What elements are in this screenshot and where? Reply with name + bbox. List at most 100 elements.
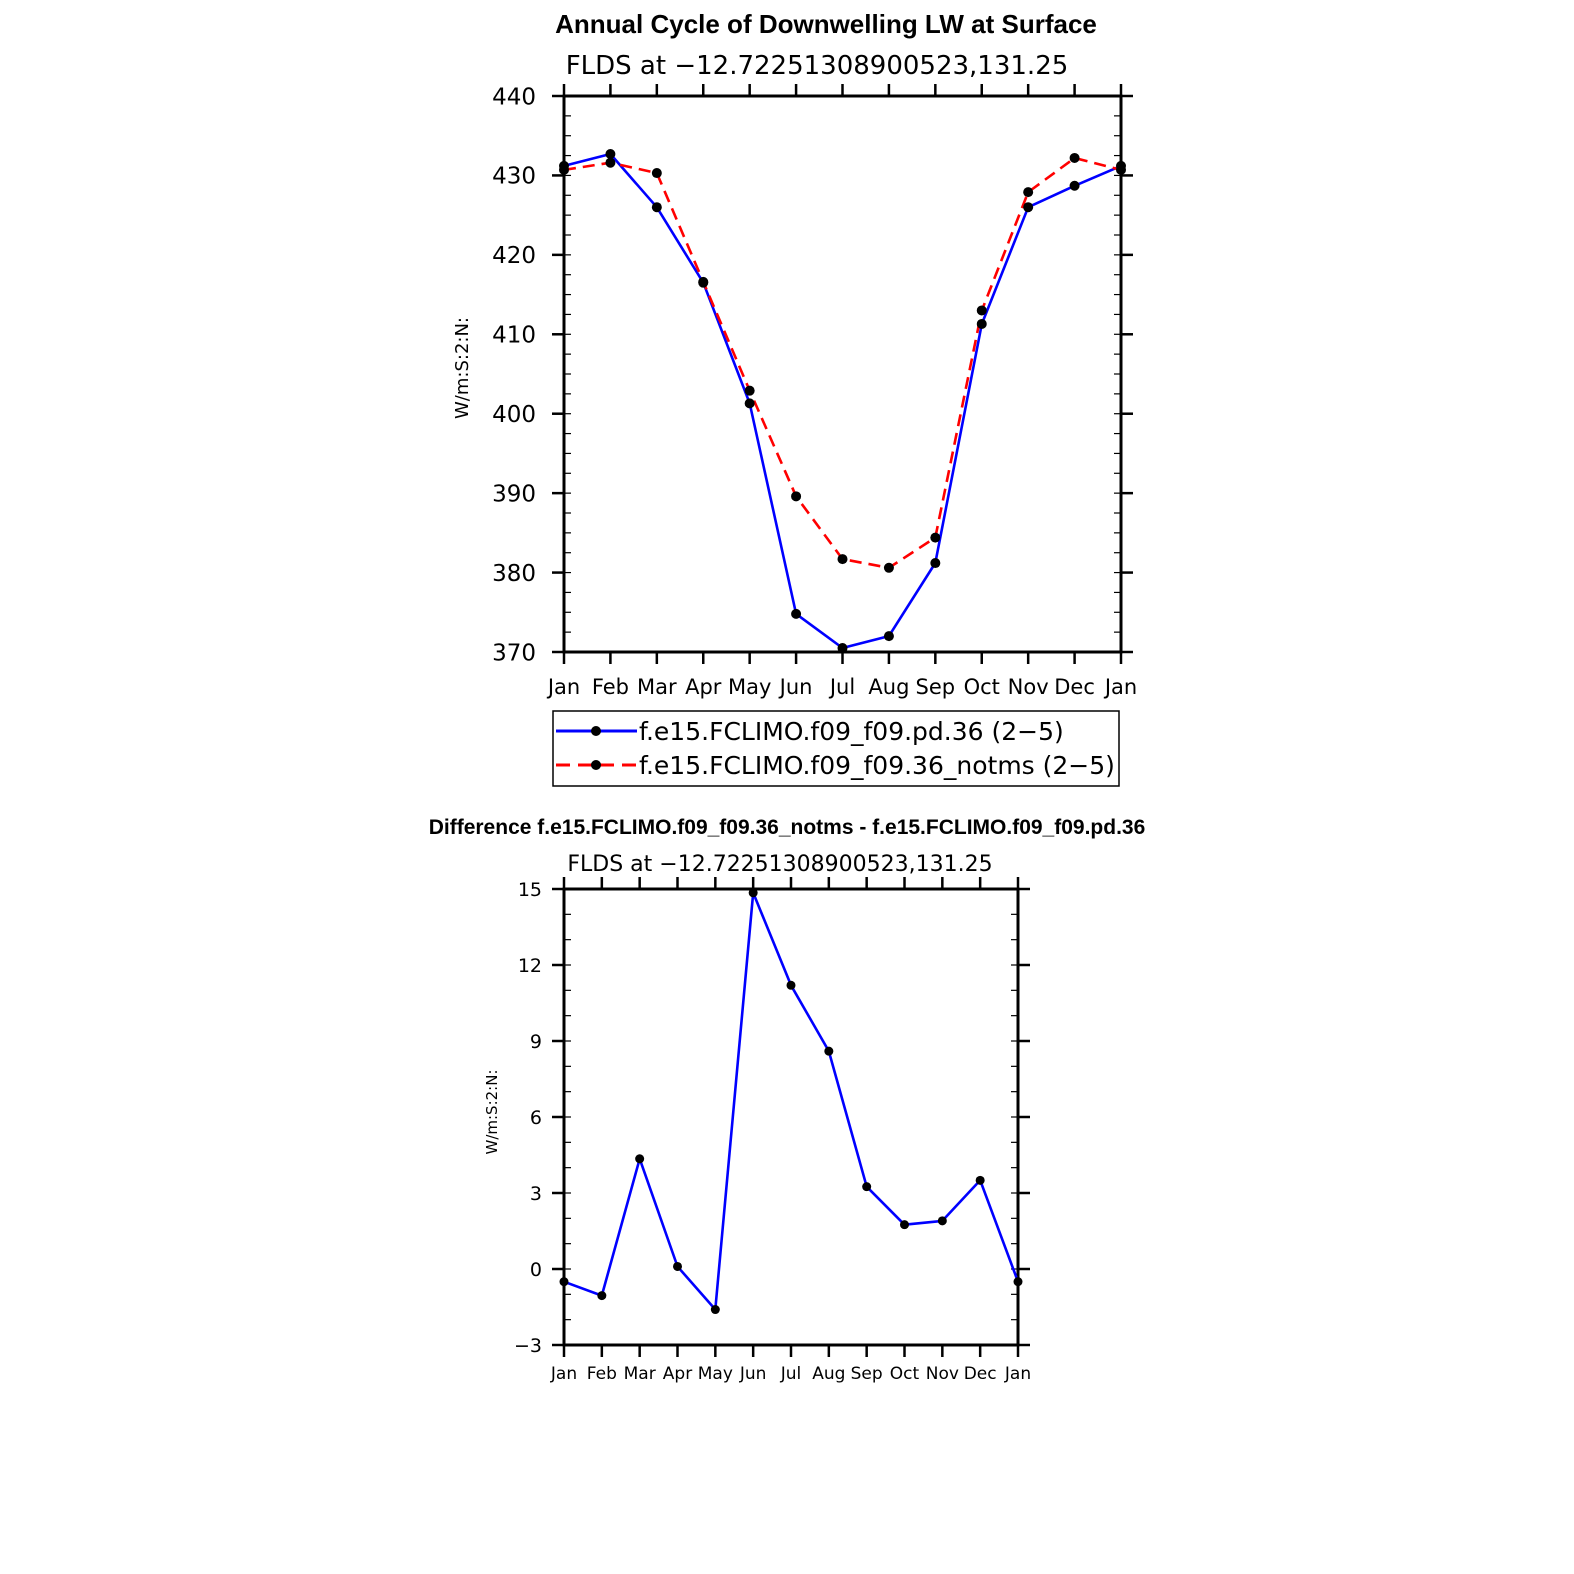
- series-1-point: [748, 888, 758, 898]
- annual-cycle-chart: Annual Cycle of Downwelling LW at Surfac…: [452, 9, 1137, 787]
- series-2-point: [1116, 164, 1126, 175]
- series-2-point: [559, 164, 569, 175]
- x-tick-label: Dec: [1054, 675, 1095, 699]
- y-tick-label: 380: [492, 561, 536, 587]
- chart1-axes: [552, 84, 1133, 664]
- x-tick-label: Sep: [851, 1364, 883, 1384]
- x-tick-label: May: [698, 1364, 733, 1384]
- series-1-point: [862, 1182, 872, 1192]
- y-tick-label: −3: [514, 1335, 542, 1357]
- x-tick-label: Jan: [1004, 1364, 1031, 1384]
- series-2-point: [883, 562, 894, 573]
- x-tick-label: Nov: [926, 1364, 959, 1384]
- series-2-point: [1069, 152, 1080, 163]
- x-tick-label: Jun: [778, 675, 813, 699]
- x-tick-label: Jan: [1103, 675, 1137, 699]
- series-2-point: [651, 168, 662, 179]
- series-2-point: [698, 276, 709, 287]
- series-2-point: [791, 491, 802, 502]
- y-tick-label: 3: [530, 1183, 542, 1205]
- y-tick-label: 6: [530, 1107, 542, 1129]
- x-tick-label: Dec: [964, 1364, 997, 1384]
- x-tick-label: Jul: [828, 675, 855, 699]
- chart2-axes: [552, 877, 1030, 1357]
- x-tick-label: May: [728, 675, 771, 699]
- series-1-point: [605, 148, 616, 159]
- series-1-point: [1013, 1277, 1023, 1287]
- x-tick-label: Nov: [1008, 675, 1049, 699]
- plot-frame: [562, 887, 1020, 1347]
- y-tick-label: 410: [492, 323, 536, 349]
- plot-frame: [562, 94, 1123, 654]
- x-tick-label: Aug: [868, 675, 909, 699]
- x-tick-label: Oct: [890, 1364, 920, 1384]
- series-1-point: [559, 1277, 569, 1287]
- y-tick-label: 15: [518, 879, 542, 901]
- series-1-point: [635, 1154, 645, 1164]
- series-1-point: [673, 1261, 682, 1271]
- y-tick-label: 12: [518, 955, 542, 977]
- x-tick-label: Jan: [550, 1364, 577, 1384]
- series-1-point: [883, 631, 894, 642]
- series-1-point: [1069, 180, 1080, 191]
- legend-marker-series-1: [591, 726, 601, 736]
- series-1-point: [1023, 202, 1034, 213]
- y-tick-label: 370: [492, 640, 536, 666]
- y-tick-label: 430: [492, 164, 536, 190]
- y-tick-label: 390: [492, 481, 536, 507]
- series-2-point: [1023, 187, 1034, 198]
- chart2-y-tick-labels: 15 12 9 6 3 0 −3: [514, 879, 542, 1357]
- chart1-y-tick-labels: 440 430 420 410 400 390 380 370: [492, 84, 536, 666]
- difference-chart: Difference f.e15.FCLIMO.f09_f09.36_notms…: [429, 816, 1146, 1384]
- series-1-point: [710, 1305, 720, 1315]
- series-2-point: [930, 532, 941, 543]
- chart1-title: Annual Cycle of Downwelling LW at Surfac…: [555, 9, 1097, 39]
- series-2-point: [976, 305, 987, 316]
- x-tick-label: Jan: [546, 675, 580, 699]
- series-1-point: [597, 1291, 607, 1301]
- series-1-point: [744, 398, 755, 409]
- chart2-ylabel: W/m:S:2:N:: [483, 1070, 501, 1155]
- series-1-point: [824, 1046, 834, 1056]
- y-tick-label: 9: [530, 1031, 542, 1053]
- y-tick-label: 420: [492, 243, 536, 269]
- x-tick-label: Apr: [663, 1364, 692, 1384]
- x-tick-label: Jul: [780, 1364, 802, 1384]
- series-line-2: [563, 156, 1122, 570]
- series-1-point: [976, 318, 987, 329]
- series-1-point: [651, 202, 662, 213]
- series-line-1: [563, 152, 1122, 650]
- chart2-subtitle: FLDS at −12.72251308900523,131.25: [567, 852, 992, 877]
- series-2-point: [744, 385, 755, 396]
- x-tick-label: Mar: [624, 1364, 656, 1384]
- series-1-point: [937, 1216, 947, 1226]
- chart2-x-tick-labels: Jan Feb Mar Apr May Jun Jul Aug Sep Oct Nov Dec Jan: [550, 1364, 1031, 1384]
- series-2-point: [605, 157, 616, 168]
- x-tick-label: Mar: [637, 675, 677, 699]
- x-tick-label: Jun: [739, 1364, 767, 1384]
- chart2-series: [559, 888, 1023, 1315]
- x-tick-label: Sep: [916, 675, 956, 699]
- series-1-point: [791, 608, 802, 619]
- x-tick-label: Feb: [592, 675, 629, 699]
- series-line-1: [563, 891, 1020, 1311]
- x-tick-label: Apr: [685, 675, 722, 699]
- legend-box: [552, 710, 1120, 787]
- x-tick-label: Oct: [964, 675, 1000, 699]
- chart1-x-tick-labels: Jan Feb Mar Apr May Jun Jul Aug Sep Oct Nov Dec Jan: [546, 675, 1137, 699]
- legend-label-series-1: f.e15.FCLIMO.f09_f09.pd.36 (2−5): [639, 717, 1064, 746]
- legend-marker-series-2: [591, 760, 601, 770]
- y-tick-label: 440: [492, 84, 536, 110]
- chart1-legend: f.e15.FCLIMO.f09_f09.pd.36 (2−5) f.e15.F…: [552, 710, 1120, 787]
- series-1-point: [786, 980, 796, 990]
- chart2-title: Difference f.e15.FCLIMO.f09_f09.36_notms…: [429, 816, 1146, 839]
- series-1-point: [900, 1220, 909, 1230]
- series-1-point: [975, 1175, 985, 1185]
- chart1-series: [559, 148, 1126, 654]
- series-2-point: [837, 554, 848, 565]
- chart1-ylabel: W/m:S:2:N:: [452, 317, 473, 419]
- series-1-point: [837, 643, 848, 654]
- y-tick-label: 400: [492, 402, 536, 428]
- legend-label-series-2: f.e15.FCLIMO.f09_f09.36_notms (2−5): [639, 751, 1115, 780]
